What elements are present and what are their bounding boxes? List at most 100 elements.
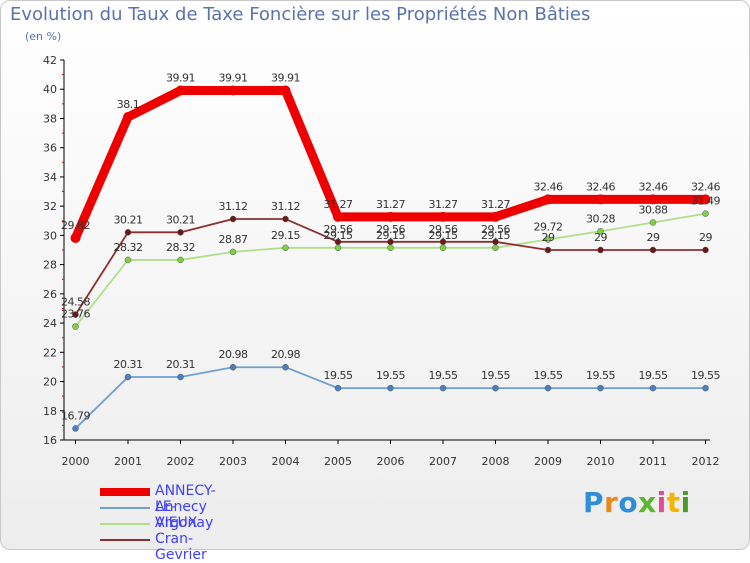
data-label: 20.98 [271, 348, 300, 361]
data-label: 28.32 [114, 241, 143, 254]
data-label: 20.31 [166, 358, 195, 371]
data-label: 29.56 [324, 223, 353, 236]
data-point [595, 194, 606, 205]
data-label: 39.91 [271, 72, 300, 85]
data-label: 32.46 [691, 180, 720, 193]
data-point [229, 363, 237, 371]
legend-label: Annecy [155, 499, 207, 515]
data-point [492, 244, 499, 252]
data-label: 29.15 [271, 229, 300, 242]
data-label: 39.91 [166, 72, 195, 85]
data-label: 32.46 [639, 180, 668, 193]
legend-swatch-annecy-le-vieux [100, 488, 150, 496]
data-point [438, 211, 448, 222]
data-point [439, 384, 447, 392]
data-label: 19.55 [586, 369, 615, 382]
data-label: 29 [647, 231, 660, 244]
data-label: 31.27 [481, 198, 510, 211]
data-point [387, 238, 394, 246]
data-point [490, 211, 501, 222]
data-point [544, 384, 552, 392]
data-point [282, 215, 289, 223]
data-label: 31.27 [429, 198, 458, 211]
x-tick-label: 2011 [639, 455, 667, 468]
data-label: 29 [594, 231, 607, 244]
data-point [700, 194, 711, 205]
legend-label: Cran-Gevrier [155, 531, 207, 563]
data-point [597, 228, 604, 235]
data-label: 20.31 [114, 358, 143, 371]
data-label: 29.15 [481, 229, 510, 242]
y-tick-label: 36 [43, 142, 57, 155]
data-label: 19.55 [429, 369, 458, 382]
legend-swatch-cran-gevrier [100, 539, 150, 541]
data-point [597, 246, 604, 254]
data-point [387, 384, 394, 392]
data-label: 29.56 [376, 223, 405, 236]
data-point [387, 244, 394, 252]
proxiti-logo: Proxiti [583, 486, 691, 519]
data-label: 31.27 [324, 198, 353, 211]
x-tick-label: 2001 [114, 455, 142, 468]
data-label: 30.21 [114, 213, 143, 226]
data-point [333, 211, 343, 222]
data-point [229, 215, 237, 223]
x-tick-label: 2012 [692, 455, 720, 468]
data-point [544, 236, 552, 243]
data-point [124, 229, 132, 236]
data-label: 38.1 [117, 98, 140, 111]
logo-letter: i [680, 486, 691, 519]
logo-letter: t [666, 486, 681, 519]
data-point [649, 219, 657, 226]
data-point [70, 233, 81, 244]
y-tick-label: 30 [43, 229, 57, 242]
data-point [543, 194, 553, 205]
data-point [280, 85, 291, 96]
chart-subtitle: (en %) [25, 30, 62, 43]
data-label: 23.76 [61, 308, 90, 321]
data-label: 32.46 [534, 180, 563, 193]
chart-title: Evolution du Taux de Taxe Foncière sur l… [10, 4, 591, 25]
y-tick-label: 24 [43, 317, 57, 330]
data-point [648, 194, 658, 205]
data-point [177, 256, 184, 264]
data-point [492, 238, 499, 246]
data-point [177, 229, 184, 236]
data-label: 39.91 [219, 72, 248, 85]
y-tick-label: 28 [43, 259, 57, 272]
legend-swatch-argonay [100, 523, 150, 525]
data-label: 19.55 [691, 369, 720, 382]
data-point [282, 363, 289, 371]
y-tick-label: 18 [43, 405, 57, 418]
data-label: 30.28 [586, 212, 615, 225]
logo-letter: x [638, 486, 657, 519]
data-label: 29.56 [429, 223, 458, 236]
data-point [649, 384, 657, 392]
data-point [702, 210, 709, 217]
y-tick-label: 38 [43, 112, 57, 125]
data-label: 28.32 [166, 241, 195, 254]
data-label: 29.56 [481, 223, 510, 236]
data-label: 29 [542, 231, 555, 244]
data-point [228, 85, 238, 96]
y-tick-label: 26 [43, 288, 57, 301]
data-label: 19.55 [534, 369, 563, 382]
y-tick-label: 20 [43, 376, 57, 389]
data-label: 32.46 [586, 180, 615, 193]
logo-letter: r [604, 486, 619, 519]
x-tick-label: 2005 [324, 455, 352, 468]
data-label: 30.21 [166, 213, 195, 226]
data-label: 29.15 [429, 229, 458, 242]
data-point [702, 246, 709, 254]
x-tick-label: 2008 [482, 455, 510, 468]
data-label: 31.27 [376, 198, 405, 211]
data-point [72, 323, 79, 330]
data-label: 29.82 [61, 219, 90, 232]
data-point [229, 248, 237, 256]
data-point [123, 112, 133, 122]
x-tick-label: 2002 [167, 455, 195, 468]
logo-letter: o [618, 486, 639, 519]
data-label: 19.55 [324, 369, 353, 382]
y-tick-label: 22 [43, 346, 57, 359]
data-label: 29.15 [324, 229, 353, 242]
